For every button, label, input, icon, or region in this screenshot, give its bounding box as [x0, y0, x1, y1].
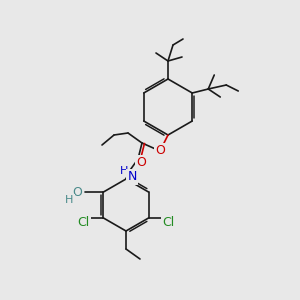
Text: H: H [120, 166, 128, 176]
Text: Cl: Cl [162, 215, 175, 229]
Text: H: H [65, 195, 74, 205]
Text: O: O [73, 185, 82, 199]
Text: O: O [155, 145, 165, 158]
Text: Cl: Cl [77, 215, 90, 229]
Text: O: O [136, 157, 146, 169]
Text: N: N [127, 170, 137, 184]
